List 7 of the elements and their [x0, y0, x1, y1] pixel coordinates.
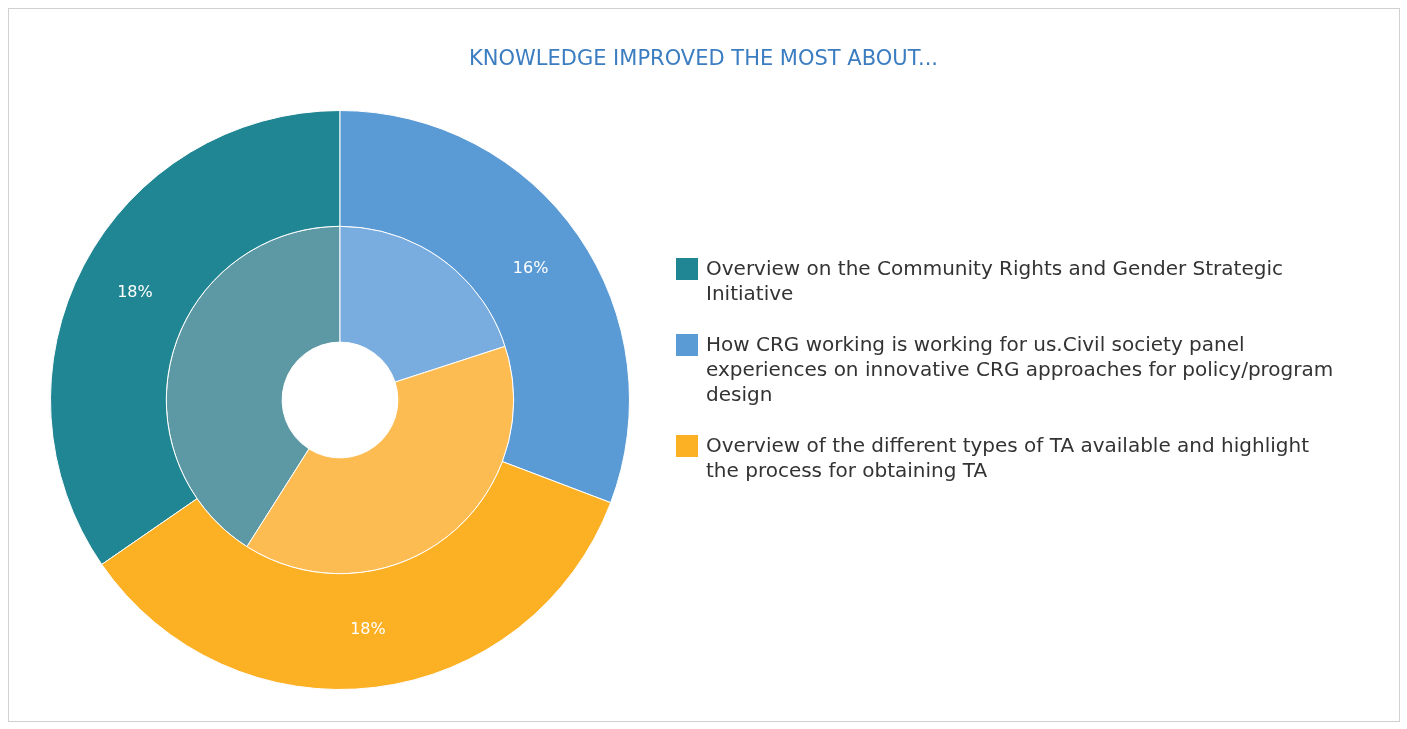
legend-label: Overview of the different types of TA available and highlight the process for obtaining TA	[706, 433, 1310, 483]
data-label: 16%	[512, 257, 549, 277]
data-label: 18%	[350, 619, 386, 639]
data-label: 18%	[117, 281, 153, 301]
legend-label: Overview on the Community Rights and Gender Strategic Initiative	[706, 256, 1284, 306]
legend-label: How CRG working is working for us.Civil society panel experiences on innovative CRG approaches for policy/program design	[706, 332, 1335, 407]
chart-title: KNOWLEDGE IMPROVED THE MOST ABOUT...	[467, 46, 939, 70]
